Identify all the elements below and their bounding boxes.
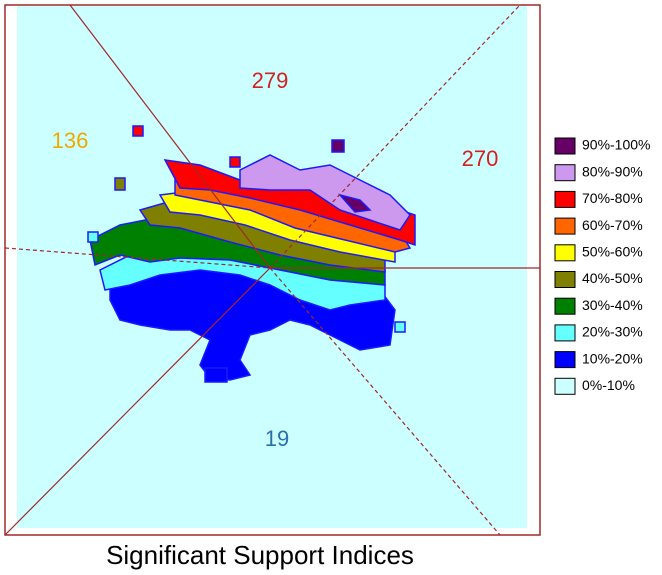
region-label: 136 (52, 128, 89, 153)
legend-swatch (554, 297, 576, 315)
contour (87, 231, 99, 243)
legend-label: 20%-30% (582, 324, 643, 340)
sector-lines (4, 4, 540, 536)
legend-swatch (554, 137, 576, 155)
legend-label: 10%-20% (582, 350, 643, 366)
region-label: 270 (462, 146, 499, 171)
divider (269, 267, 501, 536)
legend-swatch (554, 244, 576, 262)
legend-label: 60%-70% (582, 217, 643, 233)
contour (331, 139, 345, 153)
contour (337, 193, 372, 213)
divider (4, 247, 271, 269)
legend-swatch (554, 377, 576, 395)
legend-swatch (554, 351, 576, 369)
contour (229, 156, 241, 168)
contour (204, 367, 228, 383)
legend-label: 0%-10% (582, 377, 635, 393)
region-label: 19 (265, 426, 289, 451)
legend-label: 40%-50% (582, 270, 643, 286)
legend-label: 90%-100% (582, 137, 651, 153)
legend-swatch (554, 271, 576, 288)
contour (239, 154, 411, 231)
legend-swatch (554, 164, 576, 182)
divider (69, 4, 271, 269)
contours (87, 125, 416, 383)
contour (132, 125, 144, 137)
contour (394, 321, 406, 333)
legend-label: 80%-90% (582, 163, 643, 179)
legend-swatch (554, 217, 576, 235)
legend-swatch (554, 324, 576, 342)
divider (4, 267, 271, 536)
region-label: 279 (252, 68, 289, 93)
legend-label: 30%-40% (582, 297, 643, 313)
legend-label: 50%-60% (582, 244, 643, 260)
legend-swatch (554, 190, 576, 208)
chart-title: Significant Support Indices (106, 540, 414, 570)
divider (269, 4, 521, 269)
contour (114, 177, 126, 191)
legend-label: 70%-80% (582, 190, 643, 206)
